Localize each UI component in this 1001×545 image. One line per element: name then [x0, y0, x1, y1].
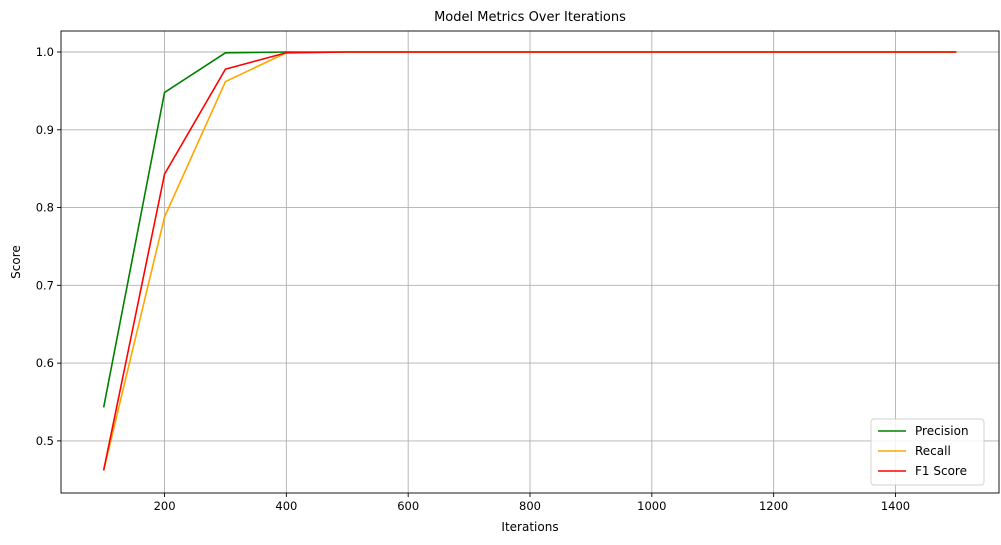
y-tick-label: 0.6: [36, 356, 54, 370]
chart-title: Model Metrics Over Iterations: [434, 10, 626, 25]
legend: Precision Recall F1 Score: [870, 418, 985, 486]
x-tick-label: 400: [275, 499, 297, 513]
x-axis-ticks: 200 400 600 800 1000 1200 1400: [154, 493, 910, 513]
x-tick-label: 1400: [881, 499, 910, 513]
y-axis-label: Score: [9, 245, 23, 279]
series-layer: [102, 51, 957, 471]
x-axis-label: Iterations: [501, 520, 558, 534]
y-tick-label: 0.8: [36, 201, 54, 215]
legend-label: Precision: [915, 424, 969, 438]
x-tick-label: 1200: [759, 499, 788, 513]
x-tick-label: 800: [519, 499, 541, 513]
x-tick-label: 1000: [637, 499, 666, 513]
y-tick-label: 1.0: [36, 45, 54, 59]
x-tick-label: 200: [154, 499, 176, 513]
y-tick-label: 0.9: [36, 123, 54, 137]
y-axis-ticks: 0.5 0.6 0.7 0.8 0.9 1.0: [36, 45, 61, 448]
legend-label: Recall: [915, 444, 951, 458]
grid-layer: [61, 31, 999, 493]
legend-label: F1 Score: [915, 464, 967, 478]
legend-frame: [870, 418, 985, 486]
y-tick-label: 0.5: [36, 434, 54, 448]
y-tick-label: 0.7: [36, 278, 54, 292]
x-tick-label: 600: [397, 499, 419, 513]
series-line-f1-score: [102, 51, 957, 471]
